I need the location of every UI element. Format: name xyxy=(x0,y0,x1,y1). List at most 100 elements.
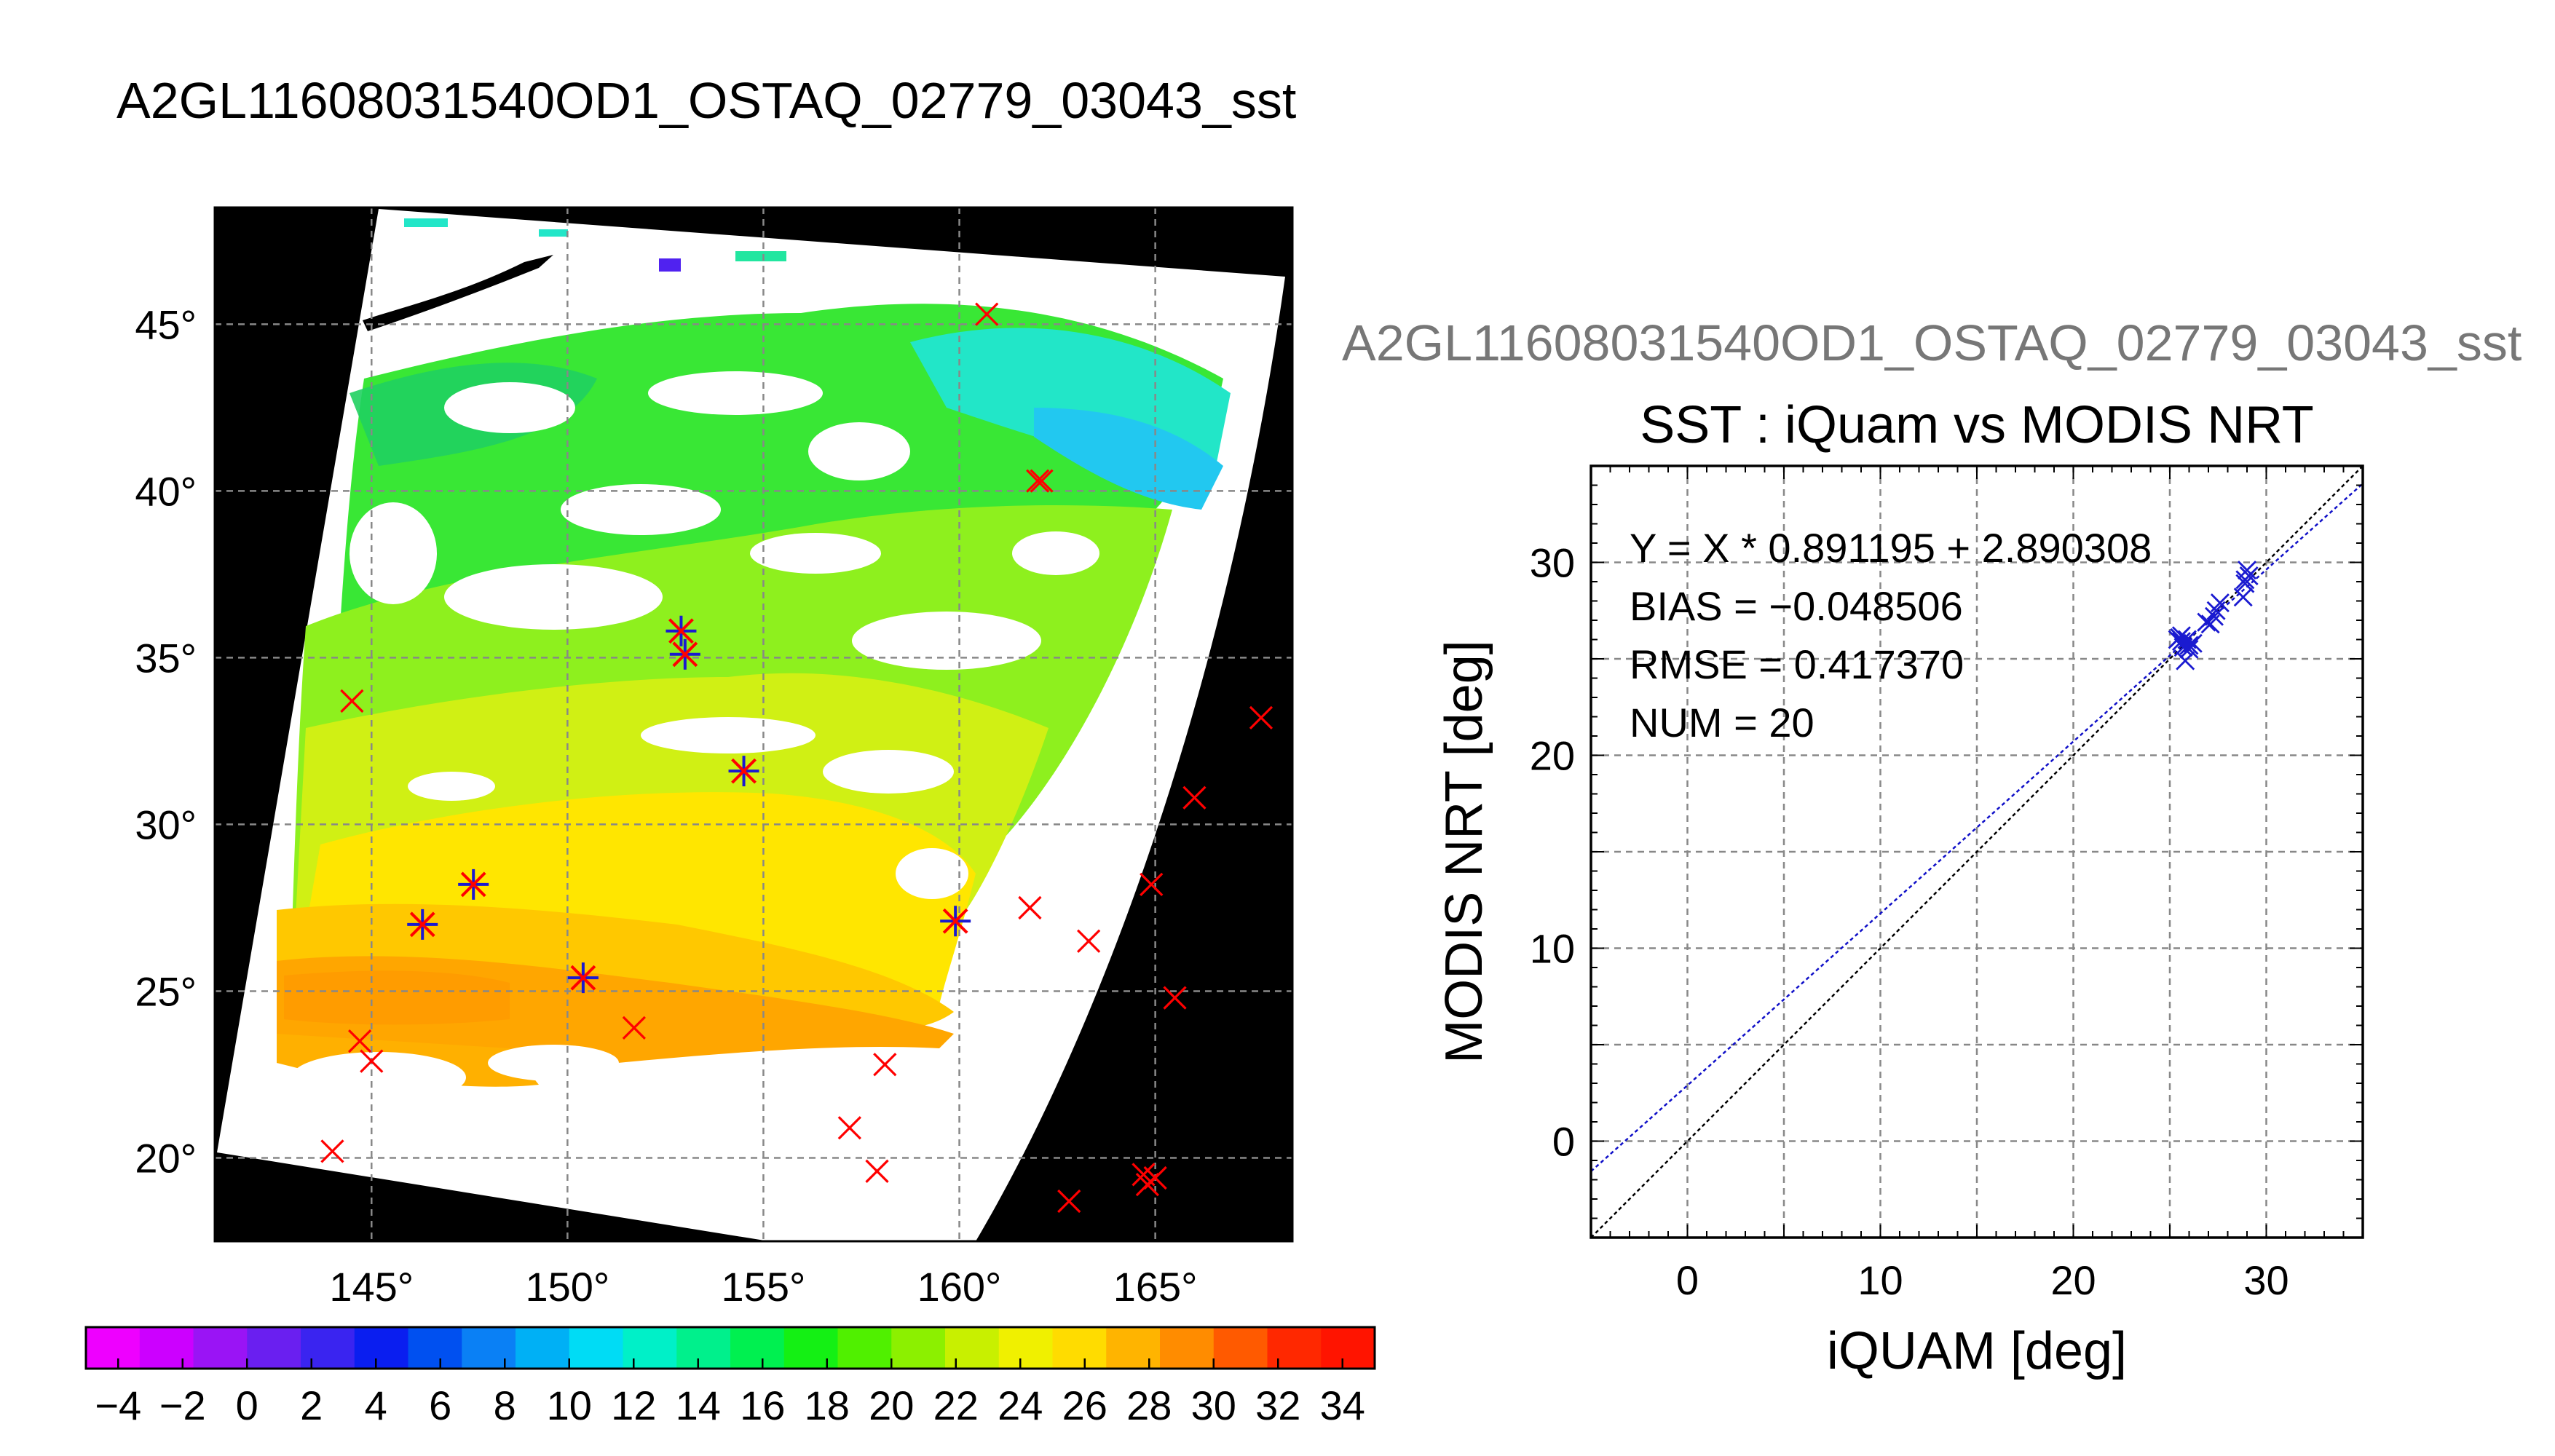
map-match-marker xyxy=(320,1139,344,1163)
map-match-marker-stroke xyxy=(1182,786,1207,810)
scatter-point xyxy=(2204,606,2224,626)
map-collocated-marker xyxy=(728,756,759,787)
map-match-marker-stroke xyxy=(1077,929,1101,953)
map-y-tick-label: 30° xyxy=(135,802,197,847)
scatter-point-stroke xyxy=(2233,587,2253,607)
map-match-marker xyxy=(360,1049,384,1073)
scatter-annotations: Y = X * 0.891195 + 2.890308 BIAS = −0.04… xyxy=(1630,525,2152,745)
colorbar-tick-label: −4 xyxy=(95,1382,141,1428)
colorbar-tick-labels: −4 −2 0 2 4 6 8 10 12 14 16 18 20 22 24 26 28 30 32 34 xyxy=(95,1358,1365,1428)
map-y-tick-labels: 20° 25° 30° 35° 40° 45° xyxy=(135,301,197,1181)
colorbar-tick-label: 26 xyxy=(1062,1382,1107,1428)
scatter-point xyxy=(2176,651,2195,670)
map-collocated-marker xyxy=(407,909,438,940)
colorbar-tick-label: 20 xyxy=(869,1382,914,1428)
colorbar-swatch xyxy=(139,1327,194,1369)
colorbar-frame xyxy=(84,1326,1376,1370)
scatter-point xyxy=(2235,574,2255,593)
map-match-marker xyxy=(1143,1166,1167,1190)
map-match-marker-stroke xyxy=(1026,469,1050,493)
sst-speckles xyxy=(404,218,786,272)
colorbar-swatch xyxy=(837,1327,892,1369)
scatter-figure-title: A2GL11608031540OD1_OSTAQ_02779_03043_sst xyxy=(1342,314,2522,371)
colorbar-swatch xyxy=(354,1327,409,1369)
colorbar-swatch xyxy=(1321,1327,1375,1369)
map-collocated-marker xyxy=(458,869,489,900)
map-match-marker xyxy=(837,1116,861,1140)
map-collocated-marker xyxy=(940,906,971,937)
map-collocated-stroke xyxy=(942,908,968,934)
rmse-annotation: RMSE = 0.417370 xyxy=(1630,641,1964,687)
scatter-point-stroke xyxy=(2171,626,2191,646)
colorbar-tick-label: 16 xyxy=(740,1382,785,1428)
sst-map: 145° 150° 155° 160° 165° 20° 25° 30° 35° 40° 45° xyxy=(135,206,1294,1310)
scatter-point-stroke xyxy=(2210,593,2230,613)
map-x-tick-labels: 145° 150° 155° 160° 165° xyxy=(329,1264,1197,1310)
colorbar-tick-label: 30 xyxy=(1191,1382,1236,1428)
map-match-marker-stroke xyxy=(1057,1189,1081,1214)
scatter-y-tick-label: 0 xyxy=(1552,1119,1575,1165)
map-x-tick-label: 155° xyxy=(722,1264,806,1310)
map-match-marker-stroke xyxy=(1143,1166,1167,1190)
scatter-x-tick-labels: 0 10 20 30 xyxy=(1676,1257,2289,1303)
scatter-point-stroke xyxy=(2204,606,2224,626)
colorbar-swatch xyxy=(623,1327,677,1369)
map-collocated-marker xyxy=(567,962,599,994)
scatter-point xyxy=(2197,612,2216,632)
map-collocated-stroke xyxy=(668,618,694,644)
scatter-y-tick-labels: 0 10 20 30 xyxy=(1530,540,1575,1165)
scatter-point xyxy=(2171,626,2191,646)
colorbar-swatch xyxy=(408,1327,462,1369)
colorbar-tick-label: 0 xyxy=(236,1382,258,1428)
coastline-feature xyxy=(363,255,553,331)
map-frame xyxy=(213,206,1294,1243)
scatter-point-stroke xyxy=(2197,612,2216,632)
scatter-point xyxy=(2179,639,2199,659)
map-collocated-marker xyxy=(666,615,697,646)
colorbar-swatch xyxy=(998,1327,1054,1369)
map-collocated-stroke xyxy=(570,965,596,991)
map-y-tick-label: 25° xyxy=(135,968,197,1014)
regression-line xyxy=(1590,483,2364,1172)
map-match-marker-stroke xyxy=(865,1159,889,1183)
scatter-point-stroke xyxy=(2177,630,2197,649)
map-collocated-stroke xyxy=(409,911,435,938)
map-match-marker xyxy=(1140,872,1164,897)
map-grid xyxy=(215,207,1292,1241)
map-match-marker-stroke xyxy=(975,302,999,326)
scatter-point-stroke xyxy=(2235,574,2255,593)
map-collocated-marker xyxy=(669,638,700,670)
map-x-tick-label: 145° xyxy=(329,1264,414,1310)
colorbar-swatch xyxy=(569,1327,624,1369)
scatter-point-stroke xyxy=(2179,639,2199,659)
colorbar-tick-label: 10 xyxy=(547,1382,592,1428)
map-y-tick-label: 40° xyxy=(135,468,197,514)
map-match-marker xyxy=(340,689,364,713)
colorbar-swatches xyxy=(86,1327,1375,1369)
scatter-point xyxy=(2179,636,2199,655)
map-collocated-stroke xyxy=(460,871,486,898)
scatter-point-stroke xyxy=(2183,633,2203,653)
map-match-marker-stroke xyxy=(1140,872,1164,897)
colorbar-tick-label: 28 xyxy=(1126,1382,1172,1428)
colorbar-swatch xyxy=(1052,1327,1107,1369)
colorbar-swatch xyxy=(783,1327,839,1369)
map-y-tick-label: 45° xyxy=(135,301,197,347)
cloud-mask xyxy=(291,371,1099,1103)
colorbar-swatch xyxy=(462,1327,516,1369)
colorbar-swatch xyxy=(891,1327,946,1369)
num-annotation: NUM = 20 xyxy=(1630,700,1814,745)
iquam-vs-modis-chart: A2GL11608031540OD1_OSTAQ_02779_03043_sst… xyxy=(1342,314,2522,1380)
map-match-marker-stroke xyxy=(320,1139,344,1163)
scatter-y-axis-label: MODIS NRT [deg] xyxy=(1435,640,1493,1064)
map-match-marker xyxy=(622,1016,646,1040)
colorbar-swatch xyxy=(1160,1327,1215,1369)
scatter-point-stroke xyxy=(2176,651,2195,670)
colorbar-swatch xyxy=(945,1327,1000,1369)
map-y-tick-label: 20° xyxy=(135,1135,197,1181)
map-y-tick-label: 35° xyxy=(135,635,197,681)
colorbar-swatch xyxy=(1106,1327,1161,1369)
map-match-marker-stroke xyxy=(347,1029,372,1053)
colorbar-tick-label: −2 xyxy=(159,1382,206,1428)
scatter-x-tick-label: 20 xyxy=(2050,1257,2096,1303)
